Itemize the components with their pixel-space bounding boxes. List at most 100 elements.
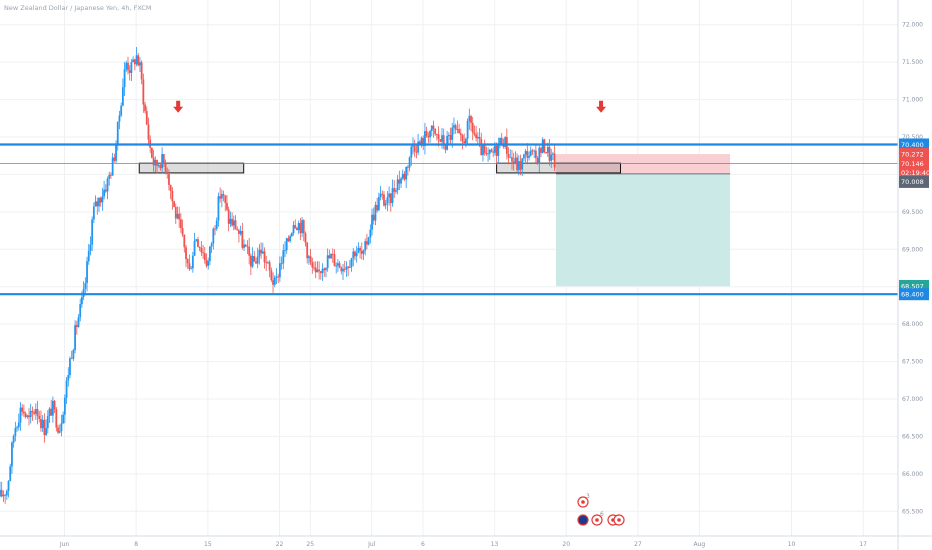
candle-body [137,55,140,66]
candle-body [319,271,322,274]
candle-body [99,197,102,203]
candle-body [243,244,245,248]
candle-body [340,267,343,272]
time-tick-label: Aug [693,541,705,548]
candle-body [316,269,319,273]
candle-body [248,246,251,256]
candle-body [45,428,47,436]
candle-body [388,193,390,198]
price-badge [899,157,929,170]
candle-body [227,209,230,224]
candle-body [350,258,353,267]
candle-body [297,223,300,231]
candle-body [514,157,517,164]
time-tick-label: 6 [421,541,425,548]
candle-body [178,213,181,220]
candle-body [360,250,363,254]
candle-body [528,155,530,158]
candle-body [135,55,138,65]
candle-body [77,317,80,327]
candle-body [81,296,83,305]
candle-body [11,442,13,467]
candle-body [139,62,141,66]
time-tick-label: 10 [788,541,796,548]
candle-body [425,131,428,137]
candle-body [456,129,459,130]
candle-body [412,145,414,147]
candle-body [84,283,87,289]
candle-body [52,400,54,416]
candle-body [41,419,44,429]
candle-body [485,152,488,155]
candle-body [270,270,273,281]
candle-body [395,190,397,192]
candle-body [255,261,257,264]
candle-body [161,154,164,169]
price-tick-label: 65.500 [902,508,923,515]
candle-body [191,255,194,269]
candle-body [118,115,121,122]
time-tick-label: Jul [367,541,376,548]
candle-body [120,105,123,116]
candle-body [75,325,78,327]
candle-body [366,241,368,245]
candle-body [497,144,500,156]
candle-body [475,134,478,139]
candle-body [422,137,425,146]
candle-body [529,150,532,156]
price-axis[interactable]: 72.00071.50071.00070.50070.00069.50069.0… [897,0,923,550]
candle-body [325,267,327,271]
candle-body [429,130,431,138]
candle-body [482,145,484,156]
candle-body [328,255,331,259]
candle-body [290,233,293,237]
candle-body [451,127,454,140]
candle-body [403,173,406,180]
candle-body [19,407,22,423]
candle-body [280,263,283,265]
candle-body [357,248,360,253]
candle-body [82,288,85,297]
candle-body [287,238,290,242]
candle-body [113,157,116,161]
candle-body [229,218,232,224]
time-axis[interactable]: Jun 8 15 22 25 Jul 6 13 20 27 Aug 10 17 [0,535,932,548]
candle-body [507,153,510,158]
candle-body [337,263,339,266]
candle-body [26,415,29,417]
candle-body [156,159,158,166]
candle-body [127,62,129,71]
candle-body [190,268,193,270]
time-tick-label: 20 [562,541,570,548]
candle-body [195,239,198,241]
candle-body [232,220,235,226]
time-tick-label: 13 [491,541,499,548]
candle-body [29,410,32,418]
take-profit-zone [556,173,731,287]
candle-body [267,262,269,264]
candle-body [307,256,310,259]
candle-body [393,188,396,192]
candle-body [499,137,501,145]
candlesticks [0,47,556,504]
candle-body [314,267,317,273]
candle-body [268,262,271,271]
candle-body [541,139,544,153]
candle-body [147,124,150,140]
candle-body [154,159,157,166]
candle-body [296,227,298,231]
event-markers[interactable]: 36 [577,493,625,526]
candle-body [442,135,445,146]
candle-body [185,247,187,260]
candle-body [14,428,17,436]
candle-body [464,138,467,144]
candle-body [398,179,401,184]
candle-body [277,276,280,278]
candle-body [108,174,111,179]
candle-body [418,141,421,145]
candle-body [31,410,34,413]
horizontal-levels[interactable] [0,143,898,296]
candle-body [490,149,493,152]
candle-body [517,161,520,171]
